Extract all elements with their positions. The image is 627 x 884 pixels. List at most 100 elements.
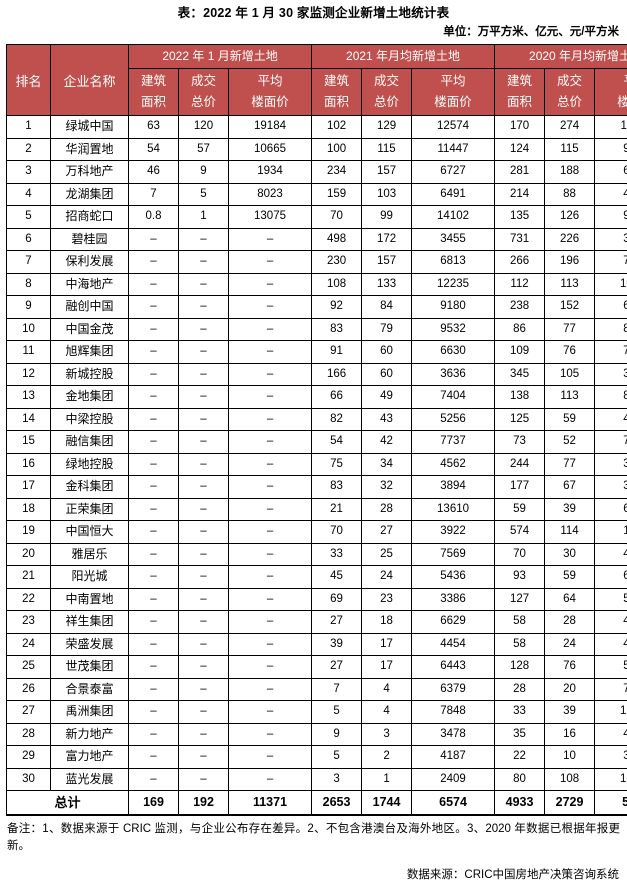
- cell-y2022-2: –: [229, 363, 312, 386]
- cell-y2020-1: 39: [545, 498, 595, 521]
- cell-company: 华润置地: [51, 138, 129, 161]
- cell-y2020-0: 73: [495, 431, 545, 454]
- cell-y2021-2: 3478: [412, 723, 495, 746]
- cell-y2022-2: –: [229, 341, 312, 364]
- cell-y2020-0: 731: [495, 228, 545, 251]
- cell-y2022-1: –: [179, 228, 229, 251]
- cell-company: 雅居乐: [51, 543, 129, 566]
- cell-y2022-0: –: [129, 363, 179, 386]
- cell-company: 新力地产: [51, 723, 129, 746]
- cell-y2020-0: 28: [495, 678, 545, 701]
- cell-y2021-1: 99: [362, 206, 412, 229]
- cell-y2021-1: 3: [362, 723, 412, 746]
- cell-y2022-2: –: [229, 453, 312, 476]
- header-group-2021: 2021 年月均新增土地: [312, 45, 495, 69]
- cell-y2020-0: 214: [495, 183, 545, 206]
- cell-y2020-0: 93: [495, 566, 545, 589]
- cell-y2021-0: 3: [312, 768, 362, 791]
- cell-y2022-1: –: [179, 498, 229, 521]
- cell-y2021-2: 6630: [412, 341, 495, 364]
- cell-y2021-0: 70: [312, 206, 362, 229]
- cell-y2022-1: –: [179, 318, 229, 341]
- cell-company: 龙湖集团: [51, 183, 129, 206]
- cell-y2020-2: 5917: [595, 656, 627, 679]
- cell-y2022-1: –: [179, 251, 229, 274]
- cell-y2022-2: –: [229, 746, 312, 769]
- cell-y2020-1: 108: [545, 768, 595, 791]
- cell-company: 合景泰富: [51, 678, 129, 701]
- cell-rank: 5: [7, 206, 51, 229]
- cell-y2022-1: 120: [179, 116, 229, 139]
- cell-company: 旭辉集团: [51, 341, 129, 364]
- cell-y2020-2: 3168: [595, 453, 627, 476]
- cell-y2020-2: 5003: [595, 588, 627, 611]
- data-source: 数据来源：CRIC中国房地产决策咨询系统: [6, 867, 621, 884]
- cell-y2021-1: 27: [362, 521, 412, 544]
- cell-y2021-0: 39: [312, 633, 362, 656]
- cell-y2022-0: –: [129, 498, 179, 521]
- cell-y2022-2: –: [229, 566, 312, 589]
- cell-y2022-1: –: [179, 341, 229, 364]
- cell-y2020-2: 10069: [595, 273, 627, 296]
- total-y2022-1: 192: [179, 791, 229, 816]
- cell-y2021-0: 100: [312, 138, 362, 161]
- cell-y2021-2: 3636: [412, 363, 495, 386]
- cell-y2020-1: 67: [545, 476, 595, 499]
- cell-y2020-0: 35: [495, 723, 545, 746]
- cell-y2021-0: 21: [312, 498, 362, 521]
- cell-y2021-1: 25: [362, 543, 412, 566]
- cell-y2022-0: –: [129, 768, 179, 791]
- cell-y2020-0: 70: [495, 543, 545, 566]
- cell-y2021-1: 129: [362, 116, 412, 139]
- cell-y2022-0: –: [129, 386, 179, 409]
- cell-y2022-1: –: [179, 363, 229, 386]
- header-2021-floor-area: 建筑 面积: [312, 69, 362, 116]
- table-page: 表：2022 年 1 月 30 家监测企业新增土地统计表 单位：万平方米、亿元、…: [0, 0, 627, 853]
- cell-y2022-1: 57: [179, 138, 229, 161]
- cell-y2022-1: –: [179, 588, 229, 611]
- cell-y2022-1: –: [179, 723, 229, 746]
- cell-y2021-2: 6491: [412, 183, 495, 206]
- cell-y2020-0: 135: [495, 206, 545, 229]
- cell-y2022-2: –: [229, 386, 312, 409]
- cell-rank: 24: [7, 633, 51, 656]
- cell-rank: 25: [7, 656, 51, 679]
- cell-y2022-0: –: [129, 521, 179, 544]
- cell-y2020-2: 4090: [595, 183, 627, 206]
- cell-rank: 2: [7, 138, 51, 161]
- total-y2022-0: 169: [129, 791, 179, 816]
- cell-y2020-0: 177: [495, 476, 545, 499]
- cell-y2020-2: 8147: [595, 386, 627, 409]
- table-total-row: 总计16919211371265317446574493327295533: [7, 791, 627, 816]
- cell-y2020-2: 7143: [595, 431, 627, 454]
- cell-y2021-0: 27: [312, 611, 362, 634]
- cell-y2020-1: 115: [545, 138, 595, 161]
- cell-y2022-0: –: [129, 588, 179, 611]
- cell-y2020-2: 6371: [595, 296, 627, 319]
- cell-y2022-2: –: [229, 318, 312, 341]
- cell-y2021-0: 108: [312, 273, 362, 296]
- header-2020-avg-price: 平均 楼面价: [595, 69, 627, 116]
- table-row: 2华润置地545710665100115114471241159245: [7, 138, 627, 161]
- cell-y2022-0: –: [129, 318, 179, 341]
- cell-y2020-2: 8957: [595, 318, 627, 341]
- cell-y2020-1: 274: [545, 116, 595, 139]
- total-y2020-2: 5533: [595, 791, 627, 816]
- cell-y2022-2: 19184: [229, 116, 312, 139]
- cell-y2020-1: 76: [545, 341, 595, 364]
- cell-y2021-0: 102: [312, 116, 362, 139]
- cell-rank: 16: [7, 453, 51, 476]
- cell-y2022-2: –: [229, 296, 312, 319]
- cell-rank: 11: [7, 341, 51, 364]
- cell-company: 绿城中国: [51, 116, 129, 139]
- total-y2021-1: 1744: [362, 791, 412, 816]
- cell-y2021-1: 157: [362, 251, 412, 274]
- cell-y2022-2: –: [229, 431, 312, 454]
- cell-y2021-2: 5436: [412, 566, 495, 589]
- cell-y2022-2: –: [229, 521, 312, 544]
